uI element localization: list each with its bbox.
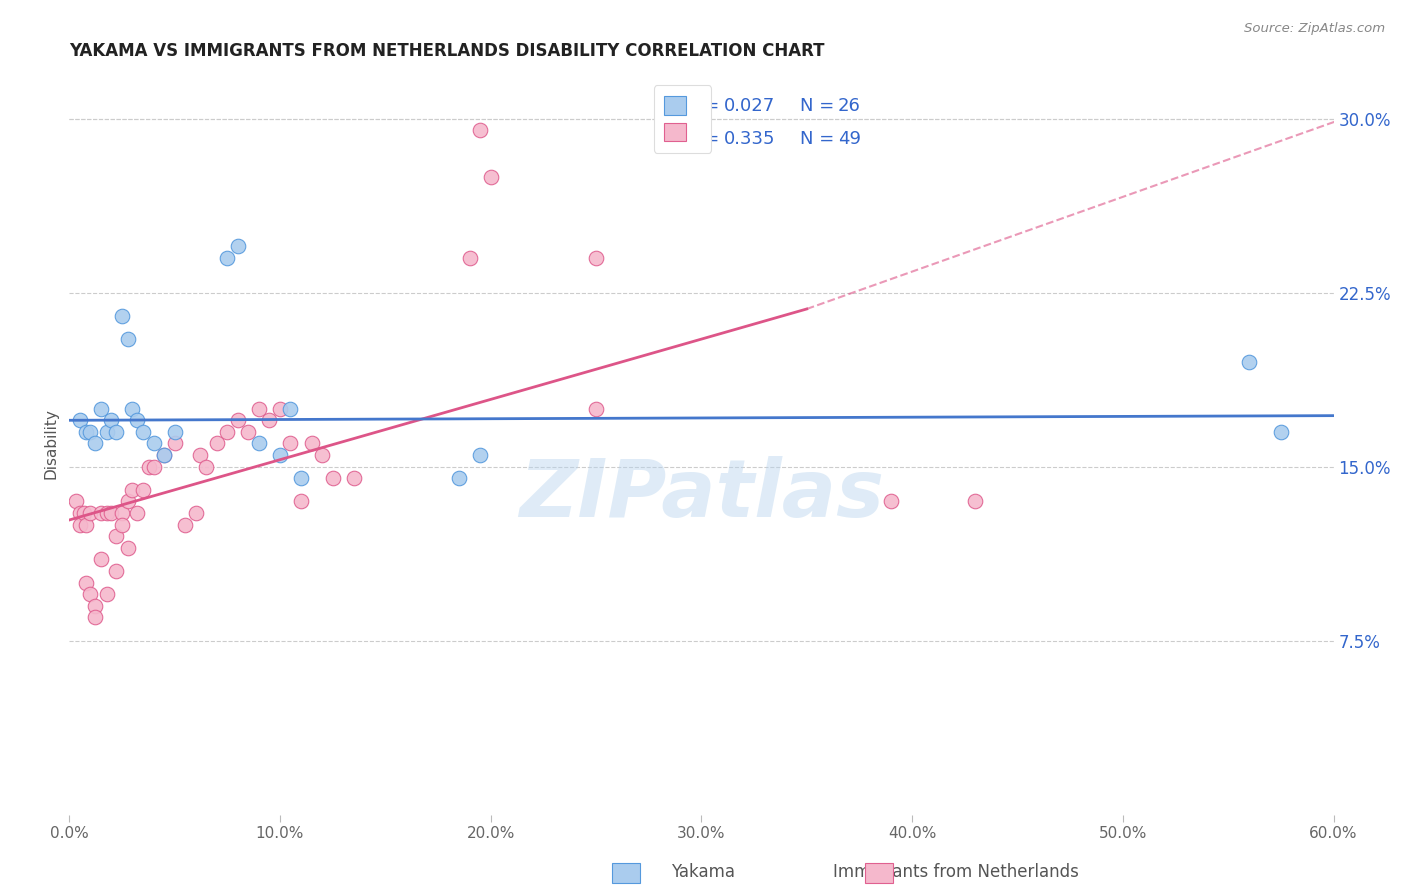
Point: [79, 587, 101, 601]
Point: [259, 413, 281, 427]
Text: YAKAMA VS IMMIGRANTS FROM NETHERLANDS DISABILITY CORRELATION CHART: YAKAMA VS IMMIGRANTS FROM NETHERLANDS DI…: [69, 42, 825, 60]
Point: [100, 506, 122, 520]
Point: [247, 401, 270, 416]
Point: [447, 471, 470, 485]
Point: [96, 587, 118, 601]
Point: [100, 413, 122, 427]
Legend: , : ,: [654, 85, 711, 153]
Point: [238, 425, 260, 439]
Point: [104, 425, 127, 439]
Point: [75, 575, 97, 590]
Point: [188, 448, 211, 462]
Point: [83, 599, 105, 613]
Point: [90, 552, 112, 566]
Point: [174, 517, 197, 532]
Point: [111, 309, 134, 323]
Point: [104, 564, 127, 578]
Point: [153, 448, 176, 462]
Point: [1270, 425, 1292, 439]
Point: [104, 529, 127, 543]
Point: [69, 506, 91, 520]
Point: [111, 517, 134, 532]
Text: 26: 26: [838, 97, 860, 115]
Point: [83, 436, 105, 450]
Point: [65, 494, 87, 508]
Point: [163, 436, 186, 450]
Point: [205, 436, 228, 450]
Point: [585, 401, 607, 416]
Point: [479, 169, 502, 184]
Point: [90, 506, 112, 520]
Point: [290, 471, 312, 485]
Point: [121, 401, 143, 416]
Text: N =: N =: [800, 130, 839, 148]
Point: [69, 517, 91, 532]
Point: [195, 459, 218, 474]
Point: [79, 506, 101, 520]
Point: [96, 425, 118, 439]
Point: [217, 251, 239, 265]
Point: [226, 413, 249, 427]
Point: [184, 506, 207, 520]
Point: [138, 459, 160, 474]
Point: [90, 401, 112, 416]
Text: Yakama: Yakama: [671, 863, 735, 881]
Text: 0.335: 0.335: [724, 130, 776, 148]
Point: [79, 425, 101, 439]
Point: [226, 239, 249, 253]
Point: [73, 506, 96, 520]
Text: Source: ZipAtlas.com: Source: ZipAtlas.com: [1244, 22, 1385, 36]
Point: [1237, 355, 1260, 369]
Point: [132, 425, 155, 439]
Point: [343, 471, 366, 485]
Point: [96, 506, 118, 520]
Point: [468, 123, 491, 137]
Point: [125, 413, 148, 427]
Point: [880, 494, 903, 508]
Y-axis label: Disability: Disability: [44, 408, 58, 479]
Text: N =: N =: [800, 97, 839, 115]
Point: [117, 494, 139, 508]
Point: [153, 448, 176, 462]
Text: R =: R =: [686, 130, 725, 148]
Point: [965, 494, 987, 508]
Point: [301, 436, 323, 450]
Point: [585, 251, 607, 265]
Text: ZIPatlas: ZIPatlas: [519, 457, 884, 534]
Point: [83, 610, 105, 624]
Point: [69, 413, 91, 427]
Text: 0.027: 0.027: [724, 97, 775, 115]
Point: [111, 506, 134, 520]
Point: [121, 483, 143, 497]
Text: 49: 49: [838, 130, 860, 148]
Point: [280, 436, 302, 450]
Point: [468, 448, 491, 462]
Point: [163, 425, 186, 439]
Point: [132, 483, 155, 497]
Point: [125, 506, 148, 520]
Point: [280, 401, 302, 416]
Point: [290, 494, 312, 508]
Point: [269, 401, 291, 416]
Point: [458, 251, 481, 265]
Point: [217, 425, 239, 439]
Text: Immigrants from Netherlands: Immigrants from Netherlands: [834, 863, 1078, 881]
Point: [117, 541, 139, 555]
Point: [142, 436, 165, 450]
Point: [311, 448, 333, 462]
Point: [247, 436, 270, 450]
Point: [75, 425, 97, 439]
Point: [117, 332, 139, 346]
Point: [142, 459, 165, 474]
Text: R =: R =: [686, 97, 725, 115]
Point: [322, 471, 344, 485]
Point: [75, 517, 97, 532]
Point: [269, 448, 291, 462]
